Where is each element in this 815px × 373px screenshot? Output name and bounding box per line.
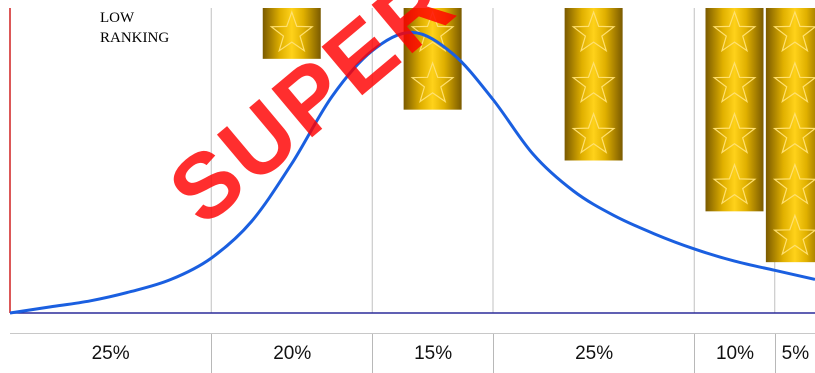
star-icon bbox=[712, 111, 757, 154]
y-axis-label: LOW RANKING bbox=[100, 10, 170, 46]
bar bbox=[705, 8, 764, 212]
percentage-row: 25% 20% 15% 25% 10% 5% bbox=[10, 333, 815, 373]
star-icon bbox=[772, 162, 815, 205]
star-icon bbox=[571, 61, 616, 103]
star-icon bbox=[772, 111, 815, 154]
star-icon bbox=[410, 10, 455, 53]
star-icon bbox=[772, 10, 815, 53]
x-tick-label: 25% bbox=[91, 342, 130, 364]
bar bbox=[765, 8, 815, 263]
star-icon bbox=[772, 213, 815, 256]
distribution-curve bbox=[9, 30, 815, 315]
x-tick-label: 20% bbox=[211, 334, 372, 373]
x-tick-label: 25% bbox=[493, 334, 694, 373]
star-icon bbox=[712, 61, 757, 103]
x-tick-label: 5% bbox=[774, 334, 815, 373]
bar bbox=[262, 8, 321, 59]
star-icon bbox=[571, 10, 616, 53]
star-icon bbox=[571, 111, 616, 154]
star-icon bbox=[712, 162, 757, 205]
bar bbox=[403, 8, 462, 110]
x-tick-label: 15% bbox=[372, 334, 493, 373]
star-icon bbox=[269, 10, 314, 53]
x-tick-label: 10% bbox=[694, 334, 775, 373]
star-icon bbox=[712, 10, 757, 53]
star-icon bbox=[772, 61, 815, 103]
star-icon bbox=[410, 61, 455, 103]
bar bbox=[564, 8, 623, 161]
bars bbox=[262, 8, 815, 263]
